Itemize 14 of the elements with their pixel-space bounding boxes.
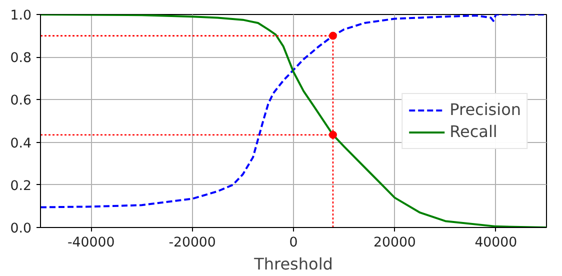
y-tick-label: 0.8: [10, 51, 32, 66]
y-tick-label: 1.0: [10, 8, 32, 24]
x-tick-label: 20000: [374, 236, 416, 250]
legend-label: Precision: [450, 100, 521, 119]
y-tick-label: 0.6: [10, 94, 32, 109]
y-tick-label: 0.2: [10, 178, 32, 194]
x-tick-label: 0: [289, 236, 298, 250]
legend-label: Recall: [450, 122, 498, 141]
y-tick-label: 0.0: [10, 222, 32, 236]
x-axis-title: Threshold: [253, 254, 333, 274]
x-tick-label: 40000: [474, 236, 518, 250]
y-tick-label: 0.4: [10, 136, 32, 152]
x-tick-label: -40000: [67, 236, 115, 250]
x-tick-label: -20000: [168, 236, 216, 250]
